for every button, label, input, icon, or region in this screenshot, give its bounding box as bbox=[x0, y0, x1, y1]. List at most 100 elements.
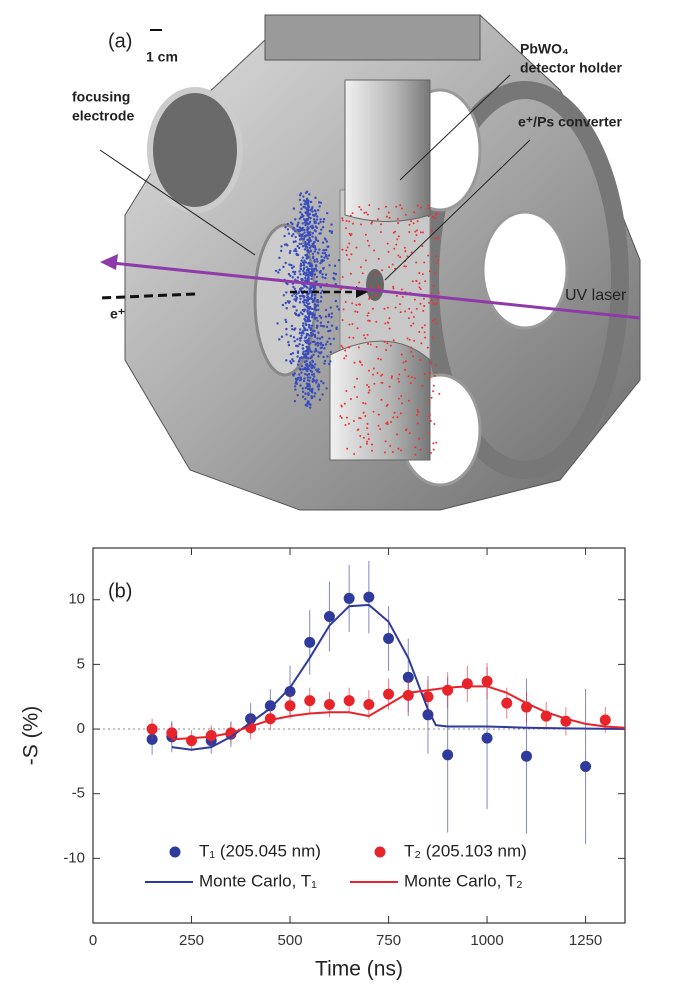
particle bbox=[415, 280, 418, 283]
particle bbox=[383, 451, 386, 454]
y-tick-label: 0 bbox=[77, 720, 85, 737]
particle bbox=[282, 294, 286, 297]
particle bbox=[390, 376, 393, 379]
particle bbox=[371, 307, 374, 310]
particle bbox=[306, 310, 309, 313]
particle bbox=[356, 396, 359, 399]
particle bbox=[300, 334, 303, 337]
particle bbox=[299, 297, 302, 301]
annotation: e⁺ bbox=[110, 306, 125, 322]
particle bbox=[306, 267, 310, 270]
particle bbox=[430, 396, 433, 399]
particle bbox=[362, 401, 365, 404]
particle bbox=[377, 207, 380, 210]
particle bbox=[300, 356, 303, 360]
particle bbox=[291, 266, 294, 270]
particle bbox=[386, 423, 389, 426]
particle bbox=[308, 222, 311, 225]
particle bbox=[410, 376, 413, 379]
particle bbox=[302, 195, 305, 198]
particle bbox=[327, 254, 331, 257]
particle bbox=[341, 248, 344, 251]
particle bbox=[326, 355, 329, 358]
particle bbox=[386, 421, 389, 424]
particle bbox=[310, 274, 313, 278]
data-point bbox=[580, 761, 592, 773]
particle bbox=[309, 225, 312, 228]
particle bbox=[316, 239, 320, 243]
particle bbox=[305, 345, 308, 349]
particle bbox=[371, 221, 374, 224]
particle bbox=[306, 376, 310, 379]
data-point bbox=[442, 684, 454, 696]
particle bbox=[366, 440, 369, 443]
particle bbox=[416, 413, 419, 416]
particle bbox=[377, 257, 380, 260]
particle bbox=[292, 336, 296, 339]
particle bbox=[303, 202, 306, 206]
particle bbox=[305, 190, 309, 193]
particle bbox=[395, 243, 398, 246]
particle bbox=[304, 403, 307, 407]
particle bbox=[397, 235, 400, 238]
particle bbox=[386, 242, 389, 245]
particle bbox=[309, 403, 312, 406]
particle bbox=[308, 376, 312, 379]
particle bbox=[368, 204, 371, 207]
particle bbox=[414, 453, 417, 456]
particle bbox=[359, 446, 362, 449]
particle bbox=[305, 234, 308, 237]
particle bbox=[293, 385, 297, 388]
curve bbox=[171, 603, 626, 751]
particle bbox=[309, 341, 312, 345]
data-point bbox=[304, 695, 316, 707]
particle bbox=[293, 230, 297, 233]
particle bbox=[299, 273, 302, 276]
particle bbox=[310, 396, 314, 399]
particle bbox=[303, 367, 306, 371]
particle bbox=[348, 323, 351, 326]
particle bbox=[321, 251, 324, 255]
particle bbox=[393, 247, 396, 250]
particle bbox=[292, 305, 295, 308]
particle bbox=[308, 312, 311, 316]
particle bbox=[358, 303, 361, 306]
particle bbox=[300, 227, 303, 230]
particle bbox=[298, 343, 301, 346]
particle bbox=[319, 341, 323, 345]
particle bbox=[418, 331, 421, 334]
particle bbox=[308, 364, 311, 367]
particle bbox=[404, 368, 407, 371]
particle bbox=[326, 320, 330, 324]
particle bbox=[348, 336, 351, 339]
particle bbox=[297, 360, 301, 363]
particle bbox=[303, 285, 306, 288]
particle bbox=[299, 339, 302, 342]
particle bbox=[398, 380, 401, 383]
particle bbox=[301, 300, 305, 303]
particle bbox=[306, 373, 309, 377]
particle bbox=[388, 216, 391, 219]
particle bbox=[280, 335, 284, 338]
particle bbox=[404, 213, 407, 216]
particle bbox=[369, 343, 372, 346]
data-point bbox=[383, 633, 395, 645]
particle bbox=[301, 387, 304, 390]
particle bbox=[308, 231, 312, 234]
particle bbox=[341, 346, 344, 349]
particle bbox=[403, 246, 406, 249]
particle bbox=[299, 311, 303, 314]
particle bbox=[412, 355, 415, 358]
particle bbox=[308, 334, 311, 337]
particle bbox=[301, 347, 304, 350]
legend-label: Monte Carlo, T₂ bbox=[404, 871, 523, 890]
particle bbox=[410, 220, 413, 223]
chart: 0 250 500 750 1000 1250 -10 -5 0 5 10 Time (ns) -S (… bbox=[20, 547, 626, 981]
particle bbox=[303, 339, 306, 342]
particle bbox=[377, 424, 380, 427]
particle bbox=[327, 245, 330, 248]
particle bbox=[437, 291, 440, 294]
particle bbox=[291, 276, 294, 279]
particle bbox=[308, 238, 312, 242]
particle bbox=[306, 277, 310, 280]
